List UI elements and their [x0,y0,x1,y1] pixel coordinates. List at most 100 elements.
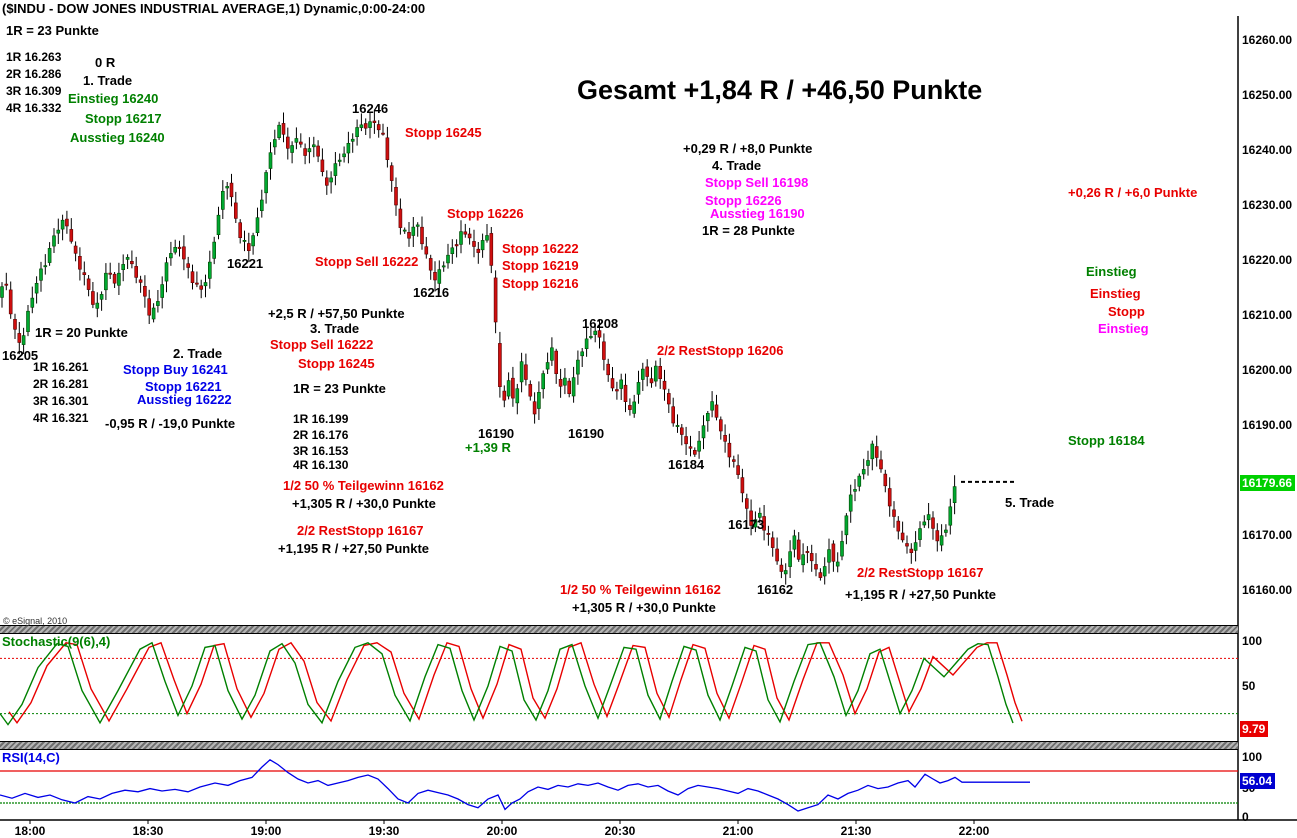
annotation-text: 16184 [668,457,705,472]
time-axis-label: 18:30 [132,824,164,838]
time-axis-label: 21:00 [722,824,754,838]
annotation-text: 1R 16.261 [33,360,89,374]
annotation-text: 16205 [2,348,39,363]
annotation-text: +2,5 R / +57,50 Punkte [268,306,405,321]
annotation-text: 1/2 50 % Teilgewinn 16162 [560,582,721,597]
time-axis-label: 20:30 [604,824,636,838]
annotation-text: Stopp 16219 [502,258,579,273]
time-axis-label: 19:30 [368,824,400,838]
annotation-text: Ausstieg 16240 [70,130,165,145]
annotation-text: 1. Trade [83,73,133,88]
annotation-text: 16221 [227,256,264,271]
annotation-text: Einstieg 16240 [68,91,159,106]
annotation-text: 1/2 50 % Teilgewinn 16162 [283,478,444,493]
panel-divider-stochastic[interactable] [0,625,1238,634]
annotation-text: 1R = 23 Punkte [293,381,386,396]
annotation-text: 4R 16.321 [33,411,89,425]
annotation-text: 3R 16.309 [6,84,62,98]
annotation-text: 2/2 RestStopp 16167 [857,565,984,580]
annotation-text: Ausstieg 16222 [137,392,232,407]
price-axis-label: 16240.00 [1242,143,1293,157]
price-axis-label: 16170.00 [1242,528,1293,542]
price-axis-label: 16220.00 [1242,253,1293,267]
annotation-text: 0 R [95,55,116,70]
time-axis-label: 21:30 [840,824,872,838]
annotation-text: Einstieg [1098,321,1149,336]
annotation-text: 16162 [757,582,794,597]
annotation-text: Stopp 16245 [405,125,482,140]
stochastic-value-badge: 9.79 [1240,721,1269,737]
annotation-text: Stopp 16216 [502,276,579,291]
annotation-text: Stopp [1108,304,1145,319]
price-axis-label: 16210.00 [1242,308,1293,322]
copyright-label: © eSignal, 2010 [3,616,68,626]
annotation-text: Stopp 16217 [85,111,162,126]
annotation-text: 2R 16.286 [6,67,62,81]
annotation-text: 2R 16.281 [33,377,89,391]
price-axis-label: 16190.00 [1242,418,1293,432]
annotation-text: 2/2 RestStopp 16206 [657,343,784,358]
annotation-text: +1,195 R / +27,50 Punkte [278,541,430,556]
annotation-text: 1R 16.199 [293,412,349,426]
annotation-text: 16173 [728,517,765,532]
annotation-text: Stopp 16226 [447,206,524,221]
annotation-text: 4. Trade [712,158,762,173]
panel-divider-rsi[interactable] [0,741,1238,750]
time-axis-label: 22:00 [958,824,990,838]
annotation-text: 3R 16.153 [293,444,349,458]
annotation-text: +0,26 R / +6,0 Punkte [1068,185,1198,200]
annotation-text: Stopp 16221 [145,379,222,394]
annotation-text: Stopp Sell 16222 [315,254,419,269]
annotation-text: Stopp 16226 [705,193,782,208]
annotation-text: 2R 16.176 [293,428,349,442]
annotation-text: 16190 [478,426,515,441]
time-axis-label: 19:00 [250,824,282,838]
annotation-text: 5. Trade [1005,495,1055,510]
annotation-text: 4R 16.332 [6,101,62,115]
annotation-text: Stopp Sell 16198 [705,175,809,190]
annotation-text: 3. Trade [310,321,360,336]
annotation-text: +1,305 R / +30,0 Punkte [292,496,436,511]
stochastic-axis-label: 50 [1242,679,1256,693]
annotation-text: Stopp Buy 16241 [123,362,228,377]
annotation-text: 4R 16.130 [293,458,349,472]
price-axis-label: 16250.00 [1242,88,1293,102]
stochastic-axis-label: 100 [1242,634,1263,648]
annotation-text: 1R = 20 Punkte [35,325,128,340]
price-axis-label: 16230.00 [1242,198,1293,212]
stochastic-panel-label: Stochastic(9(6),4) [2,634,111,649]
time-axis-label: 20:00 [486,824,518,838]
annotation-text: -0,95 R / -19,0 Punkte [105,416,236,431]
rsi-value-badge: 56.04 [1240,773,1276,789]
annotation-text: 3R 16.301 [33,394,89,408]
time-axis-label: 18:00 [14,824,46,838]
price-axis-label: 16260.00 [1242,33,1293,47]
annotation-text: Gesamt +1,84 R / +46,50 Punkte [577,75,983,105]
annotation-text: 2/2 RestStopp 16167 [297,523,424,538]
chart-symbol-title: ($INDU - DOW JONES INDUSTRIAL AVERAGE,1)… [2,1,426,16]
price-axis-label: 16160.00 [1242,583,1293,597]
rsi-axis-label: 0 [1242,810,1249,824]
annotation-text: 1R 16.263 [6,50,62,64]
annotation-text: Stopp 16222 [502,241,579,256]
annotation-text: Stopp 16184 [1068,433,1145,448]
annotation-text: +1,195 R / +27,50 Punkte [845,587,997,602]
annotation-text: Stopp 16245 [298,356,375,371]
annotation-text: 16208 [582,316,619,331]
annotation-text: 2. Trade [173,346,223,361]
annotation-text: Ausstieg 16190 [710,206,805,221]
last-price-badge: 16179.66 [1240,475,1296,491]
annotation-text: Einstieg [1090,286,1141,301]
annotation-text: +0,29 R / +8,0 Punkte [683,141,813,156]
rsi-axis-label: 100 [1242,750,1263,764]
annotation-text: +1,305 R / +30,0 Punkte [572,600,716,615]
annotation-text: Einstieg [1086,264,1137,279]
annotation-text: 16190 [568,426,605,441]
annotation-text: 1R = 28 Punkte [702,223,795,238]
annotation-text: 16246 [352,101,389,116]
annotation-text: +1,39 R [465,440,511,455]
annotation-text: 16216 [413,285,450,300]
rsi-panel-label: RSI(14,C) [2,750,60,765]
